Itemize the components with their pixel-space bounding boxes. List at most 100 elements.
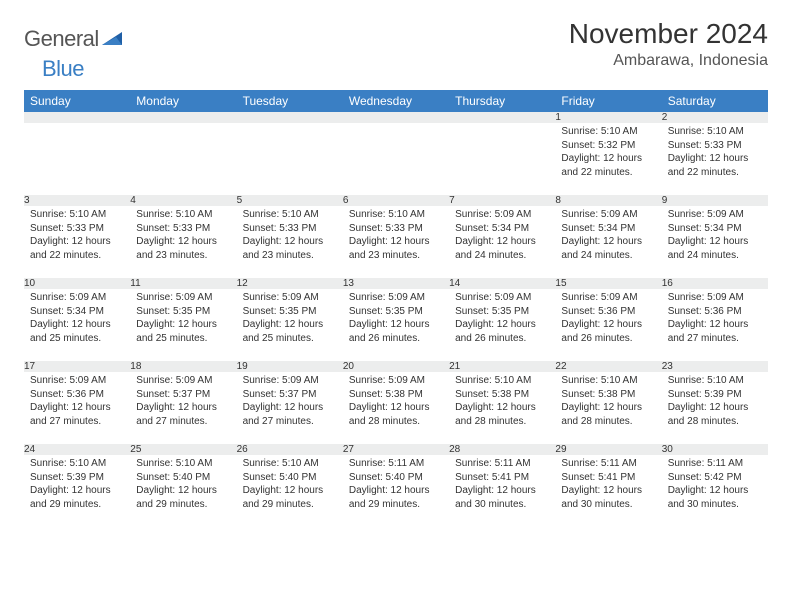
sunset: Sunset: 5:33 PM: [243, 222, 337, 236]
sunset: Sunset: 5:42 PM: [668, 471, 762, 485]
day-number: [449, 112, 555, 123]
sunrise: Sunrise: 5:09 AM: [243, 291, 337, 305]
daylight: Daylight: 12 hours and 27 minutes.: [30, 401, 124, 428]
daylight: Daylight: 12 hours and 26 minutes.: [561, 318, 655, 345]
day-number: 22: [555, 361, 661, 372]
sunrise: Sunrise: 5:10 AM: [561, 374, 655, 388]
sunset: Sunset: 5:41 PM: [561, 471, 655, 485]
logo: General: [24, 26, 124, 52]
daylight: Daylight: 12 hours and 26 minutes.: [349, 318, 443, 345]
day-cell: Sunrise: 5:11 AMSunset: 5:41 PMDaylight:…: [449, 455, 555, 527]
day-cell: [449, 123, 555, 195]
sunrise: Sunrise: 5:09 AM: [30, 374, 124, 388]
day-cell: Sunrise: 5:10 AMSunset: 5:38 PMDaylight:…: [449, 372, 555, 444]
daylight: Daylight: 12 hours and 24 minutes.: [455, 235, 549, 262]
weekday-header: Tuesday: [237, 90, 343, 112]
day-number: 9: [662, 195, 768, 206]
day-number: 13: [343, 278, 449, 289]
day-cell: Sunrise: 5:09 AMSunset: 5:34 PMDaylight:…: [449, 206, 555, 278]
daylight: Daylight: 12 hours and 23 minutes.: [349, 235, 443, 262]
day-cell: [130, 123, 236, 195]
sunset: Sunset: 5:35 PM: [349, 305, 443, 319]
daylight: Daylight: 12 hours and 29 minutes.: [243, 484, 337, 511]
daylight: Daylight: 12 hours and 30 minutes.: [455, 484, 549, 511]
day-number: 21: [449, 361, 555, 372]
day-cell: Sunrise: 5:11 AMSunset: 5:42 PMDaylight:…: [662, 455, 768, 527]
sunrise: Sunrise: 5:10 AM: [561, 125, 655, 139]
day-number: 25: [130, 444, 236, 455]
sunset: Sunset: 5:33 PM: [349, 222, 443, 236]
day-number: 8: [555, 195, 661, 206]
day-details: Sunrise: 5:11 AMSunset: 5:41 PMDaylight:…: [449, 455, 555, 515]
day-number: 26: [237, 444, 343, 455]
daylight: Daylight: 12 hours and 28 minutes.: [668, 401, 762, 428]
day-number: 10: [24, 278, 130, 289]
daylight: Daylight: 12 hours and 22 minutes.: [30, 235, 124, 262]
sunrise: Sunrise: 5:10 AM: [243, 457, 337, 471]
sunset: Sunset: 5:34 PM: [455, 222, 549, 236]
sunset: Sunset: 5:38 PM: [455, 388, 549, 402]
day-details: Sunrise: 5:09 AMSunset: 5:34 PMDaylight:…: [24, 289, 130, 349]
sunrise: Sunrise: 5:09 AM: [349, 291, 443, 305]
day-cell: Sunrise: 5:09 AMSunset: 5:35 PMDaylight:…: [130, 289, 236, 361]
weekday-header: Wednesday: [343, 90, 449, 112]
day-number: 17: [24, 361, 130, 372]
day-number: [343, 112, 449, 123]
daylight: Daylight: 12 hours and 30 minutes.: [561, 484, 655, 511]
sunrise: Sunrise: 5:09 AM: [136, 291, 230, 305]
day-details: Sunrise: 5:10 AMSunset: 5:40 PMDaylight:…: [237, 455, 343, 515]
day-number: 14: [449, 278, 555, 289]
sunset: Sunset: 5:40 PM: [136, 471, 230, 485]
day-cell: Sunrise: 5:09 AMSunset: 5:35 PMDaylight:…: [237, 289, 343, 361]
sunrise: Sunrise: 5:09 AM: [561, 208, 655, 222]
sunset: Sunset: 5:35 PM: [136, 305, 230, 319]
day-number: 12: [237, 278, 343, 289]
day-number: 24: [24, 444, 130, 455]
sunset: Sunset: 5:35 PM: [243, 305, 337, 319]
day-number: [130, 112, 236, 123]
day-details: Sunrise: 5:09 AMSunset: 5:34 PMDaylight:…: [555, 206, 661, 266]
day-details: Sunrise: 5:10 AMSunset: 5:32 PMDaylight:…: [555, 123, 661, 183]
day-details: Sunrise: 5:09 AMSunset: 5:37 PMDaylight:…: [130, 372, 236, 432]
day-cell: Sunrise: 5:10 AMSunset: 5:33 PMDaylight:…: [662, 123, 768, 195]
daylight: Daylight: 12 hours and 29 minutes.: [30, 484, 124, 511]
daylight: Daylight: 12 hours and 25 minutes.: [30, 318, 124, 345]
daylight: Daylight: 12 hours and 25 minutes.: [136, 318, 230, 345]
daylight: Daylight: 12 hours and 24 minutes.: [561, 235, 655, 262]
sunset: Sunset: 5:41 PM: [455, 471, 549, 485]
day-cell: Sunrise: 5:09 AMSunset: 5:36 PMDaylight:…: [555, 289, 661, 361]
day-details: Sunrise: 5:09 AMSunset: 5:36 PMDaylight:…: [555, 289, 661, 349]
daylight: Daylight: 12 hours and 27 minutes.: [136, 401, 230, 428]
day-number: 30: [662, 444, 768, 455]
sunset: Sunset: 5:34 PM: [668, 222, 762, 236]
daylight: Daylight: 12 hours and 28 minutes.: [349, 401, 443, 428]
sunrise: Sunrise: 5:11 AM: [668, 457, 762, 471]
day-cell: Sunrise: 5:09 AMSunset: 5:35 PMDaylight:…: [449, 289, 555, 361]
day-cell: Sunrise: 5:10 AMSunset: 5:33 PMDaylight:…: [343, 206, 449, 278]
sunset: Sunset: 5:39 PM: [30, 471, 124, 485]
day-cell: Sunrise: 5:10 AMSunset: 5:33 PMDaylight:…: [24, 206, 130, 278]
day-cell: Sunrise: 5:09 AMSunset: 5:34 PMDaylight:…: [555, 206, 661, 278]
day-details: Sunrise: 5:10 AMSunset: 5:33 PMDaylight:…: [130, 206, 236, 266]
day-cell: [343, 123, 449, 195]
day-number: 27: [343, 444, 449, 455]
calendar-head: SundayMondayTuesdayWednesdayThursdayFrid…: [24, 90, 768, 112]
daylight: Daylight: 12 hours and 22 minutes.: [561, 152, 655, 179]
day-details: Sunrise: 5:10 AMSunset: 5:33 PMDaylight:…: [662, 123, 768, 183]
sunset: Sunset: 5:33 PM: [30, 222, 124, 236]
day-cell: Sunrise: 5:09 AMSunset: 5:37 PMDaylight:…: [130, 372, 236, 444]
sunset: Sunset: 5:35 PM: [455, 305, 549, 319]
day-cell: [24, 123, 130, 195]
day-cell: Sunrise: 5:10 AMSunset: 5:40 PMDaylight:…: [237, 455, 343, 527]
day-details: Sunrise: 5:09 AMSunset: 5:36 PMDaylight:…: [662, 289, 768, 349]
day-details: Sunrise: 5:09 AMSunset: 5:36 PMDaylight:…: [24, 372, 130, 432]
day-number: 18: [130, 361, 236, 372]
day-number: [24, 112, 130, 123]
day-details: Sunrise: 5:09 AMSunset: 5:35 PMDaylight:…: [343, 289, 449, 349]
sunset: Sunset: 5:32 PM: [561, 139, 655, 153]
day-cell: Sunrise: 5:10 AMSunset: 5:40 PMDaylight:…: [130, 455, 236, 527]
sunrise: Sunrise: 5:09 AM: [455, 291, 549, 305]
logo-text-general: General: [24, 26, 99, 52]
sunset: Sunset: 5:37 PM: [136, 388, 230, 402]
daylight: Daylight: 12 hours and 27 minutes.: [668, 318, 762, 345]
